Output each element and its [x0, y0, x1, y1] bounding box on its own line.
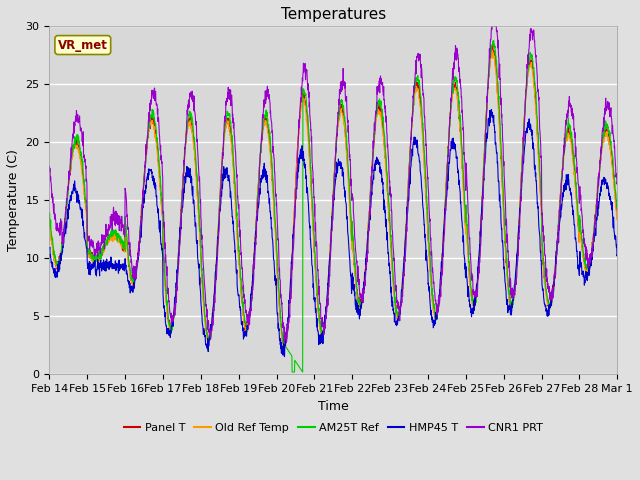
- Text: VR_met: VR_met: [58, 38, 108, 51]
- Y-axis label: Temperature (C): Temperature (C): [7, 149, 20, 251]
- X-axis label: Time: Time: [318, 400, 349, 413]
- Legend: Panel T, Old Ref Temp, AM25T Ref, HMP45 T, CNR1 PRT: Panel T, Old Ref Temp, AM25T Ref, HMP45 …: [119, 418, 547, 437]
- Title: Temperatures: Temperatures: [281, 7, 386, 22]
